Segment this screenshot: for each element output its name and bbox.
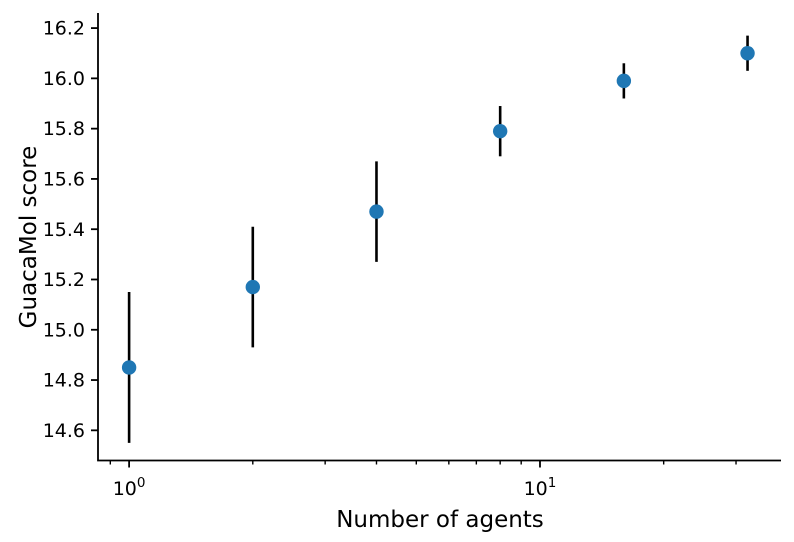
axis-spine [97, 13, 781, 462]
x-tick-label: 101 [524, 475, 557, 500]
data-series [121, 35, 755, 443]
data-point [616, 73, 632, 89]
axis-spines [97, 13, 781, 462]
y-tick-label: 16.2 [43, 18, 85, 40]
x-tick-label: 100 [113, 475, 146, 500]
y-tick-label: 16.0 [43, 68, 85, 90]
y-tick-label: 15.2 [43, 269, 85, 291]
y-tick-label: 14.8 [43, 370, 85, 392]
y-tick-label: 15.6 [43, 168, 85, 190]
y-tick-label: 15.0 [43, 319, 85, 341]
y-tick-label: 15.4 [43, 219, 85, 241]
data-point [245, 279, 260, 295]
y-tick-label: 15.8 [43, 118, 85, 140]
y-tick-label: 14.6 [43, 420, 85, 442]
axis-ticks [91, 27, 737, 468]
data-point [740, 46, 755, 61]
data-point [369, 204, 384, 219]
x-axis-label: Number of agents [336, 507, 544, 533]
data-point [121, 360, 137, 375]
y-axis-label: GuacaMol score [16, 146, 42, 329]
data-point [492, 123, 508, 139]
tick-labels: 14.6 14.8 15.0 15.2 15.4 15.6 15.8 16.0 16.2 100 1… [43, 18, 557, 500]
